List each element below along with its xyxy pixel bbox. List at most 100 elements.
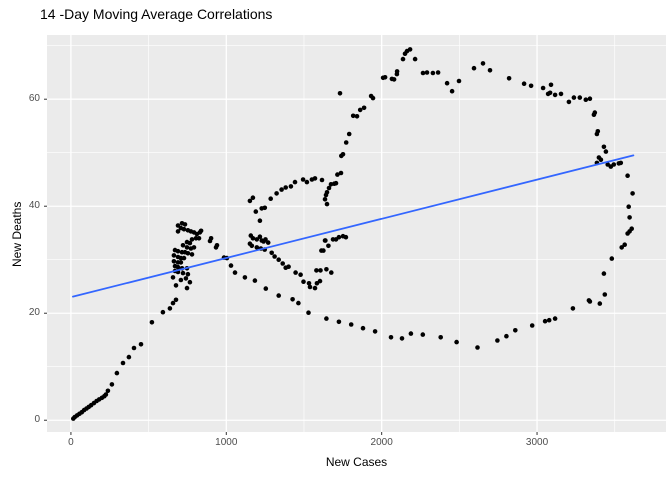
data-point <box>592 110 598 115</box>
data-point <box>571 95 577 100</box>
data-point <box>360 325 366 331</box>
data-point <box>269 250 275 256</box>
data-point <box>558 91 564 97</box>
data-point <box>420 332 426 337</box>
data-point <box>348 322 354 327</box>
data-point <box>595 129 601 134</box>
data-point <box>361 105 367 111</box>
data-point <box>250 236 256 241</box>
data-point <box>346 131 352 137</box>
data-point <box>521 81 527 86</box>
data-point <box>335 172 340 177</box>
data-point <box>322 197 328 202</box>
y-tick-label: 60 <box>28 93 40 105</box>
data-point <box>314 268 319 273</box>
x-tick-label: 3000 <box>525 437 549 448</box>
data-point <box>394 71 400 77</box>
data-point <box>304 179 310 185</box>
data-point <box>252 278 258 283</box>
data-point <box>343 140 349 145</box>
data-point <box>609 256 615 261</box>
data-point <box>120 360 126 366</box>
data-point <box>542 318 548 324</box>
data-point <box>185 251 191 256</box>
data-point <box>444 80 450 86</box>
data-point <box>301 279 306 285</box>
data-point <box>380 75 386 81</box>
data-point <box>343 234 349 240</box>
x-tick-label: 2000 <box>370 437 393 448</box>
data-point <box>598 157 604 162</box>
data-point <box>337 91 343 96</box>
data-point <box>232 270 238 275</box>
data-point <box>332 181 337 186</box>
data-point <box>280 261 286 266</box>
data-point <box>196 236 202 241</box>
data-point <box>546 317 552 323</box>
data-point <box>412 56 418 62</box>
data-point <box>288 184 294 189</box>
data-point <box>263 237 268 242</box>
data-point <box>319 248 324 253</box>
data-point <box>528 83 534 89</box>
data-point <box>228 263 234 268</box>
data-point <box>272 254 277 259</box>
data-point <box>322 238 328 243</box>
data-point <box>173 297 179 303</box>
data-point <box>454 339 459 345</box>
data-point <box>577 95 583 100</box>
data-point <box>178 277 184 283</box>
data-point <box>247 198 253 204</box>
data-point <box>263 286 269 291</box>
data-point <box>570 306 576 311</box>
data-point <box>326 185 332 191</box>
data-point <box>262 205 268 211</box>
data-point <box>312 285 318 291</box>
data-point <box>114 370 120 376</box>
data-point <box>149 320 155 325</box>
data-point <box>619 245 624 250</box>
data-point <box>109 382 115 387</box>
data-point <box>160 309 166 315</box>
data-point <box>407 47 413 52</box>
x-tick-label: 1000 <box>215 437 238 448</box>
data-point <box>388 335 394 340</box>
data-point <box>183 276 189 281</box>
data-point <box>171 259 177 264</box>
data-point <box>504 333 509 339</box>
data-point <box>307 284 313 290</box>
data-point <box>372 329 378 334</box>
data-point <box>601 271 607 276</box>
data-point <box>630 191 635 196</box>
data-point <box>292 179 298 185</box>
data-point <box>276 293 282 298</box>
data-point <box>187 279 193 285</box>
data-point <box>181 255 187 261</box>
data-point <box>601 144 607 150</box>
data-point <box>189 252 195 257</box>
y-tick-label: 40 <box>28 200 40 212</box>
data-point <box>583 97 589 102</box>
data-point <box>167 306 173 311</box>
data-point <box>357 107 363 113</box>
data-point <box>625 173 630 178</box>
data-point <box>175 229 181 234</box>
data-point <box>184 245 190 250</box>
data-point <box>324 316 329 321</box>
data-point <box>547 90 553 96</box>
data-point <box>622 242 627 247</box>
data-point <box>173 283 179 288</box>
data-point <box>370 95 376 101</box>
data-point <box>471 65 477 71</box>
data-point <box>296 300 301 306</box>
data-point <box>306 310 311 316</box>
y-tick-label: 0 <box>34 414 40 426</box>
data-point <box>198 228 204 234</box>
data-point <box>189 237 195 242</box>
data-point <box>487 68 493 73</box>
data-point <box>286 264 291 270</box>
data-point <box>279 187 284 192</box>
plot-panel <box>47 35 666 432</box>
y-tick-label: 20 <box>28 307 40 319</box>
